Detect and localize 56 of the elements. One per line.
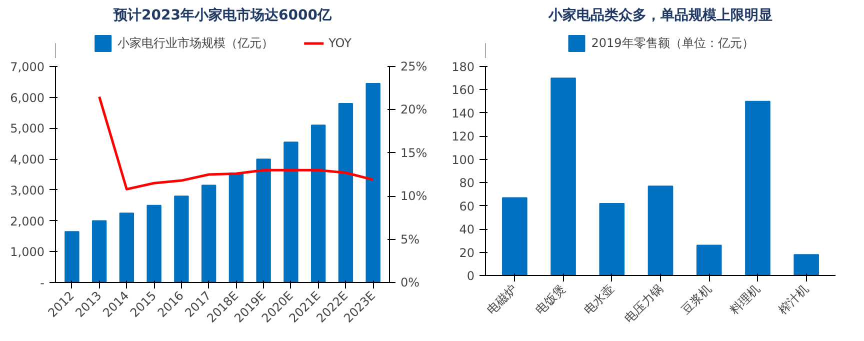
chart-title: 预计2023年小家电市场达6000亿	[112, 6, 332, 24]
x-tick-label: 榨汁机	[776, 282, 812, 317]
y-tick-label: 80	[459, 176, 475, 190]
y-tick-label: 2,000	[10, 214, 45, 228]
bar	[174, 196, 189, 282]
y2-tick-label: 25%	[400, 60, 428, 74]
x-tick-label: 电磁炉	[484, 282, 520, 317]
y2-tick-label: 10%	[400, 189, 428, 204]
y-tick-label: -	[40, 276, 45, 290]
y-tick-label: 180	[452, 60, 474, 74]
y-tick-label: 160	[452, 83, 474, 98]
y-tick-label: 20	[459, 246, 475, 260]
bar	[201, 184, 216, 282]
y-tick-label: 1,000	[10, 245, 45, 260]
y-tick-label: 40	[459, 222, 475, 237]
bar	[550, 78, 576, 276]
bar	[256, 158, 271, 282]
bar	[696, 244, 722, 276]
y-tick-label: 6,000	[10, 90, 45, 105]
y-tick-label: 3,000	[10, 183, 45, 198]
y-tick-label: 0	[466, 269, 475, 283]
bar	[146, 204, 162, 282]
x-tick-label: 电饭煲	[532, 282, 568, 317]
y-tick-label: 100	[452, 152, 474, 167]
y-tick-label: 7,000	[10, 60, 45, 74]
bar	[284, 142, 298, 282]
bar	[648, 186, 674, 276]
y2-tick-label: 15%	[400, 146, 428, 160]
bar	[502, 197, 528, 276]
y-tick-label: 4,000	[10, 152, 45, 167]
y-tick-label: 60	[459, 199, 475, 214]
bar	[92, 220, 107, 282]
y2-tick-label: 0%	[400, 276, 420, 290]
bar	[64, 231, 80, 282]
chart-title: 小家电品类众多，单品规模上限明显	[548, 6, 772, 24]
bar	[119, 212, 134, 282]
bar	[338, 103, 354, 282]
bar	[745, 100, 770, 276]
bar	[366, 82, 380, 282]
bar	[310, 124, 326, 282]
y-tick-label: 140	[452, 106, 474, 120]
legend-label: YOY	[328, 36, 352, 50]
line-series	[98, 95, 374, 190]
y2-tick-label: 20%	[400, 102, 428, 117]
legend-label: 2019年零售额（单位：亿元）	[591, 34, 754, 52]
x-tick-label: 料理机	[727, 282, 763, 317]
bar	[794, 254, 819, 276]
y-tick-label: 120	[452, 130, 474, 144]
y-tick-label: 5,000	[10, 122, 45, 136]
bar	[228, 172, 244, 282]
bar	[599, 203, 625, 276]
x-tick-label: 电水壶	[581, 282, 617, 317]
y2-tick-label: 5%	[400, 232, 420, 246]
x-tick-label: 电压力锅	[622, 282, 666, 326]
legend-label: 小家电行业市场规模（亿元）	[118, 34, 274, 52]
x-tick-label: 豆浆机	[678, 282, 714, 317]
